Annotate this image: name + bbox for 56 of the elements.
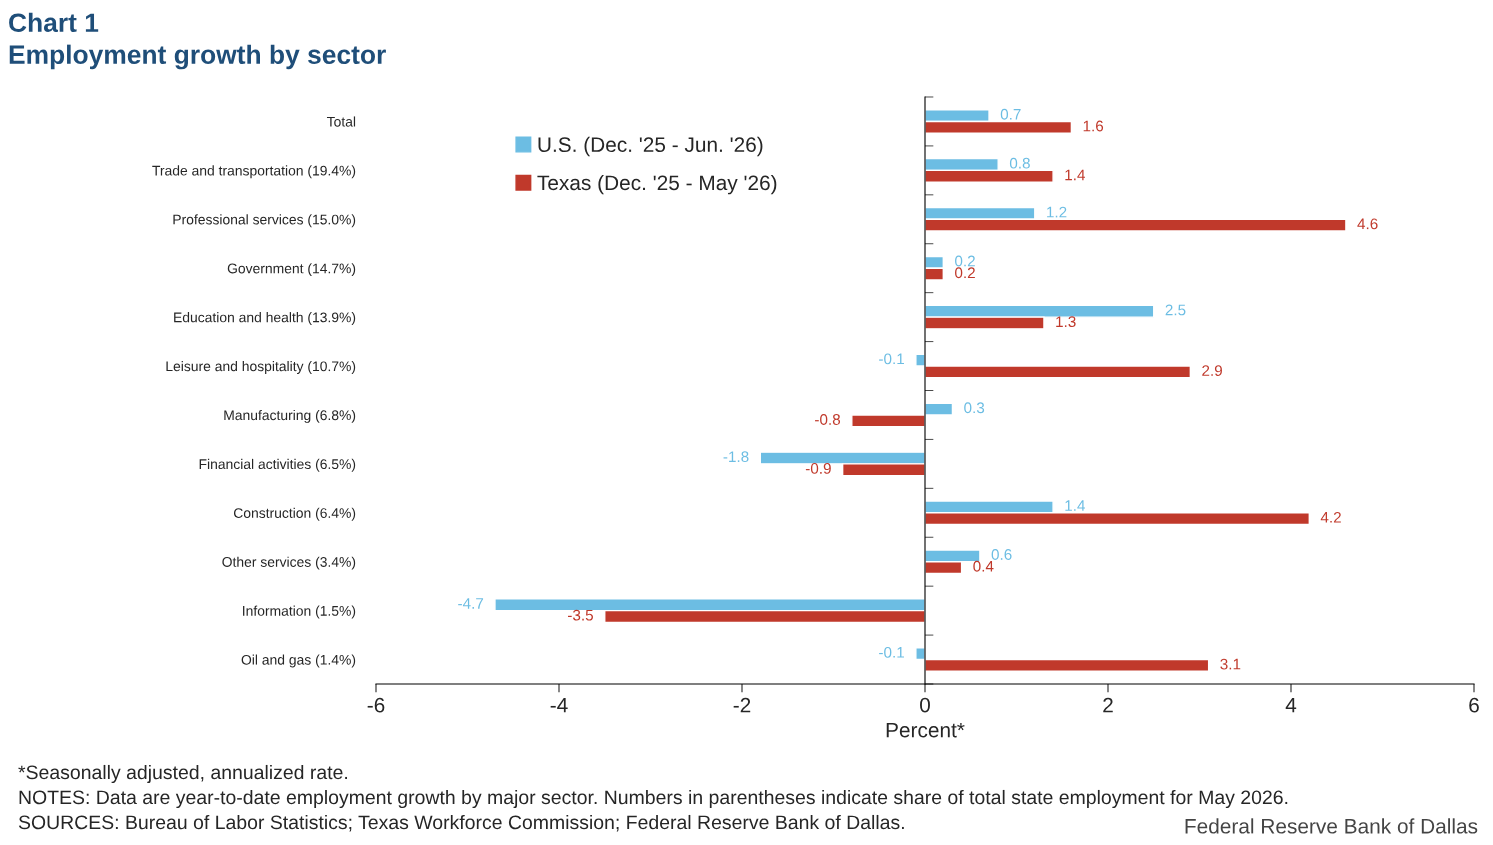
data-label: 0.6 [991,549,1012,560]
data-label: 3.1 [1220,658,1241,670]
x-tick-label: 2 [1103,697,1113,713]
y-tick-label: Other services (3.4%) [222,556,356,570]
data-label: -3.5 [567,609,593,621]
chart-subtitle: Employment growth by sector [9,44,386,70]
data-label: -0.8 [815,414,841,425]
x-tick-label: -4 [550,697,568,713]
data-label: 1.3 [1056,316,1076,328]
data-label: -1.8 [723,451,749,463]
legend-label: U.S. (Dec. '25 - Jun. '26) [538,136,763,157]
data-label: -0.1 [879,646,904,658]
data-label: -0.9 [805,463,831,474]
y-tick-label: Construction (6.4%) [233,507,356,521]
data-label: 1.4 [1065,169,1085,181]
bar [924,658,1210,672]
y-tick-label: Manufacturing (6.8%) [224,409,356,423]
data-label: 0.3 [964,402,985,414]
data-label: 0.4 [973,560,994,572]
y-tick-label: Trade and transportation (19.4%) [152,165,356,179]
data-label: 4.2 [1320,511,1341,523]
bar [851,414,926,428]
x-tick-label: 4 [1285,697,1297,713]
bar [924,402,954,416]
text: *Seasonally adjusted, annualized rate. [18,764,348,784]
x-tick-label: 6 [1469,697,1479,713]
x-tick-label: 0 [920,697,930,713]
bar [924,365,1192,379]
legend-label: Texas (Dec. '25 - May '26) [537,174,777,195]
y-tick-label: Government (14.7%) [227,263,356,277]
y-tick-label: Education and health (13.9%) [174,312,356,326]
data-label: 0.8 [1009,157,1030,169]
x-axis-title: Percent* [886,722,965,738]
y-tick-label: Financial activities (6.5%) [199,458,356,472]
x-tick-label: -2 [733,697,751,713]
data-label: 1.6 [1083,120,1104,132]
data-label: 1.2 [1047,206,1067,218]
x-tick-label: -6 [367,697,385,713]
data-label: 0.2 [955,267,975,279]
data-label: -0.1 [879,353,904,365]
text: Federal Reserve Bank of Dallas [1185,818,1478,834]
data-label: -4.7 [458,598,484,609]
text: Chart 1 [9,12,99,33]
y-tick-label: Leisure and hospitality (10.7%) [166,361,356,374]
text: NOTES: Data are year-to-date employment growth by major sector. Numbers in parentheses indicate share of total state employment for May 2026. [19,789,1288,809]
data-label: 0.7 [1000,108,1021,120]
y-tick-label: Professional services (15.0%) [173,214,356,228]
data-label: 2.5 [1165,304,1186,316]
data-label: 1.4 [1065,500,1085,511]
data-label: 4.6 [1357,218,1378,230]
y-tick-label: Information (1.5%) [243,605,356,619]
y-tick-label: Oil and gas (1.4%) [241,654,356,668]
source-note: SOURCES: Bureau of Labor Statistics; Texas Workforce Commission; Federal Reserve Bank of Dallas. [18,814,904,832]
data-label: 0.2 [955,255,975,267]
data-label: 2.9 [1202,365,1222,377]
y-tick-label: Total [326,116,356,127]
